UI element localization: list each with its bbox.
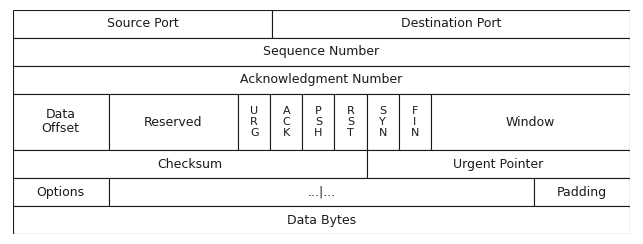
- Bar: [13, 66, 630, 94]
- Bar: [238, 94, 270, 150]
- Text: U
R
G: U R G: [250, 106, 258, 138]
- Bar: [399, 94, 431, 150]
- Bar: [534, 178, 630, 206]
- Text: A
C
K: A C K: [282, 106, 290, 138]
- Text: Source Port: Source Port: [107, 17, 178, 30]
- Text: Destination Port: Destination Port: [401, 17, 502, 30]
- Text: ...|...: ...|...: [307, 186, 336, 199]
- Bar: [109, 94, 238, 150]
- Text: Padding: Padding: [557, 186, 608, 199]
- Bar: [13, 10, 272, 38]
- Text: S
Y
N: S Y N: [379, 106, 387, 138]
- Text: Data Bytes: Data Bytes: [287, 214, 356, 227]
- Bar: [367, 94, 399, 150]
- Bar: [13, 94, 109, 150]
- Bar: [431, 94, 630, 150]
- Text: Window: Window: [506, 115, 555, 129]
- Bar: [272, 10, 630, 38]
- Text: P
S
H: P S H: [314, 106, 323, 138]
- Bar: [13, 38, 630, 66]
- Text: Checksum: Checksum: [157, 158, 222, 171]
- Text: Urgent Pointer: Urgent Pointer: [453, 158, 543, 171]
- Text: Reserved: Reserved: [144, 115, 203, 129]
- Bar: [302, 94, 334, 150]
- Text: Data
Offset: Data Offset: [42, 109, 80, 135]
- Bar: [270, 94, 302, 150]
- Bar: [13, 150, 367, 178]
- Bar: [367, 150, 630, 178]
- Text: Options: Options: [37, 186, 85, 199]
- Bar: [13, 206, 630, 234]
- Text: Sequence Number: Sequence Number: [264, 45, 379, 58]
- Text: F
I
N: F I N: [410, 106, 419, 138]
- Bar: [13, 178, 109, 206]
- Bar: [334, 94, 367, 150]
- Text: R
S
T: R S T: [347, 106, 354, 138]
- Bar: [109, 178, 534, 206]
- Text: Acknowledgment Number: Acknowledgment Number: [240, 73, 403, 86]
